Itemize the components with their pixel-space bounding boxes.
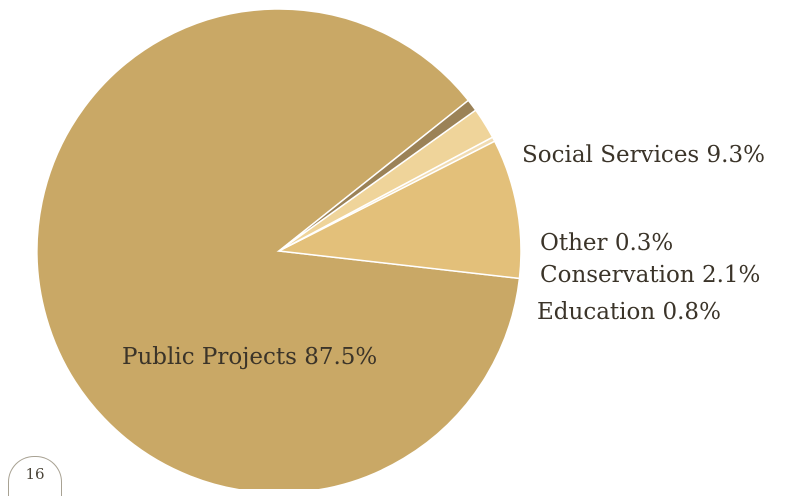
pie-slice-social-services	[276, 140, 522, 280]
pie-slice-education	[278, 99, 477, 252]
slice-label-social-services: Social Services 9.3%	[522, 142, 765, 168]
slice-label-education: Education 0.8%	[537, 299, 721, 325]
pie-slice-public-projects	[36, 8, 521, 489]
slice-label-conservation: Conservation 2.1%	[540, 262, 760, 288]
pie-labels: Public Projects 87.5% Social Services 9.3…	[122, 142, 765, 370]
slice-label-other: Other 0.3%	[540, 230, 673, 256]
slice-label-public-projects: Public Projects 87.5%	[122, 344, 377, 370]
pie-slices	[36, 8, 522, 489]
